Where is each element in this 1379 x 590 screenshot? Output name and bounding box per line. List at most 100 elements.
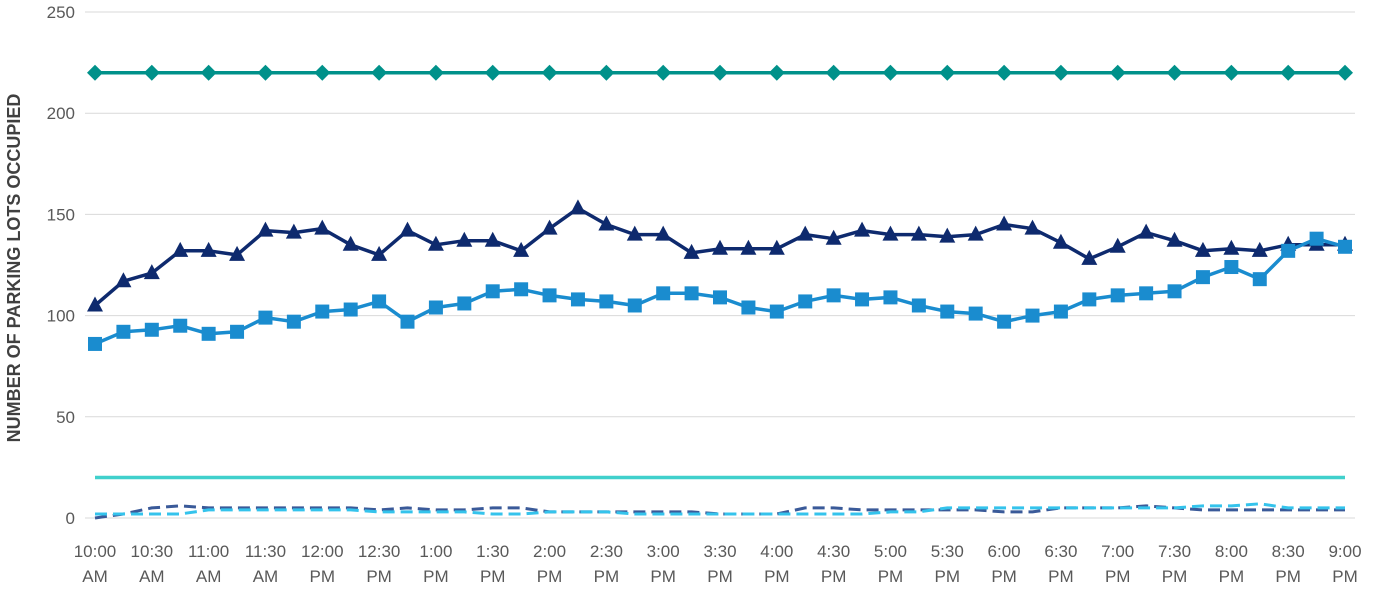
data-point xyxy=(1223,239,1240,255)
x-axis-ticks: 10:00 AM 10:30 AM 11:00 AM 11:30 AM 12:00 PM 12:30… xyxy=(74,542,1362,586)
x-tick-time: 1:30 xyxy=(476,542,509,561)
data-point xyxy=(1252,272,1267,287)
x-tick-time: 10:30 xyxy=(131,542,174,561)
data-point xyxy=(1251,241,1268,257)
data-point xyxy=(1280,64,1297,81)
x-tick-label: 11:30 AM xyxy=(245,542,286,586)
data-point xyxy=(1052,233,1069,249)
data-point xyxy=(1224,260,1239,275)
x-tick-time: 12:30 xyxy=(358,542,401,561)
x-tick-label: 1:00 PM xyxy=(419,542,452,586)
data-point xyxy=(599,294,614,309)
data-point xyxy=(1109,64,1126,81)
data-point xyxy=(230,324,245,339)
x-tick-time: 6:00 xyxy=(988,542,1021,561)
data-point xyxy=(115,272,132,288)
x-tick-period: PM xyxy=(1275,567,1301,586)
series-2 xyxy=(88,231,1352,351)
series-layer xyxy=(87,64,1353,520)
y-tick-label: 50 xyxy=(56,408,75,427)
data-point xyxy=(569,199,586,215)
x-tick-label: 6:00 PM xyxy=(988,542,1021,586)
y-axis-ticks: 0 50 100 150 200 250 xyxy=(47,3,75,528)
data-point xyxy=(88,336,102,351)
data-point xyxy=(1024,219,1041,235)
data-point xyxy=(484,231,501,247)
series-line xyxy=(94,504,1345,520)
x-tick-time: 5:30 xyxy=(931,542,964,561)
data-point xyxy=(882,64,899,81)
series-4 xyxy=(94,504,1345,520)
data-point xyxy=(456,231,473,247)
data-point xyxy=(457,296,472,311)
data-point xyxy=(314,219,331,235)
x-tick-time: 10:00 xyxy=(74,542,117,561)
data-point xyxy=(940,304,955,319)
y-tick-label: 200 xyxy=(47,104,75,123)
x-tick-period: AM xyxy=(196,567,222,586)
data-point xyxy=(343,302,358,317)
data-point xyxy=(768,64,785,81)
data-point xyxy=(1025,308,1040,323)
x-tick-period: PM xyxy=(764,567,790,586)
data-point xyxy=(400,314,415,329)
data-point xyxy=(598,215,615,231)
data-point xyxy=(967,225,984,241)
data-point xyxy=(968,306,983,321)
data-point xyxy=(1337,64,1353,81)
data-point xyxy=(1052,64,1069,81)
series-1 xyxy=(87,199,1353,312)
x-tick-time: 12:00 xyxy=(301,542,344,561)
data-point xyxy=(1338,239,1352,254)
x-tick-time: 9:00 xyxy=(1328,542,1361,561)
data-point xyxy=(1110,288,1125,303)
x-tick-time: 2:00 xyxy=(533,542,566,561)
data-point xyxy=(427,64,444,81)
data-point xyxy=(541,219,558,235)
x-tick-label: 1:30 PM xyxy=(476,542,509,586)
data-point xyxy=(712,239,728,255)
x-tick-label: 10:30 AM xyxy=(131,542,174,586)
x-tick-period: PM xyxy=(821,567,847,586)
data-point xyxy=(200,241,217,257)
data-point xyxy=(655,64,672,81)
x-tick-label: 9:00 PM xyxy=(1328,542,1361,586)
x-tick-time: 6:30 xyxy=(1044,542,1077,561)
data-point xyxy=(542,288,557,303)
data-point xyxy=(229,245,246,261)
x-tick-period: PM xyxy=(878,567,904,586)
data-point xyxy=(1166,231,1183,247)
y-tick-label: 0 xyxy=(66,509,75,528)
data-point xyxy=(541,64,558,81)
x-tick-label: 5:30 PM xyxy=(931,542,964,586)
data-point xyxy=(1139,286,1154,301)
data-point xyxy=(712,64,728,81)
x-tick-label: 2:00 PM xyxy=(533,542,566,586)
data-point xyxy=(1053,304,1068,319)
data-point xyxy=(485,284,500,299)
x-tick-label: 11:00 AM xyxy=(188,542,229,586)
data-point xyxy=(854,221,871,237)
data-point xyxy=(143,64,160,81)
x-tick-period: PM xyxy=(537,567,563,586)
data-point xyxy=(798,294,813,309)
data-point xyxy=(825,64,842,81)
data-point xyxy=(1195,270,1210,285)
data-point xyxy=(683,243,700,259)
y-axis-label: NUMBER OF PARKING LOTS OCCUPIED xyxy=(4,94,24,443)
data-point xyxy=(797,225,814,241)
x-tick-time: 4:30 xyxy=(817,542,850,561)
y-tick-label: 150 xyxy=(47,205,75,224)
x-tick-label: 3:30 PM xyxy=(703,542,736,586)
data-point xyxy=(769,304,784,319)
data-point xyxy=(1082,292,1097,307)
data-point xyxy=(626,225,643,241)
x-tick-period: PM xyxy=(1048,567,1074,586)
data-point xyxy=(713,290,727,305)
data-point xyxy=(1138,223,1155,239)
data-point xyxy=(768,239,785,255)
data-point xyxy=(285,223,302,239)
data-point xyxy=(1081,249,1098,265)
data-point xyxy=(258,310,273,325)
